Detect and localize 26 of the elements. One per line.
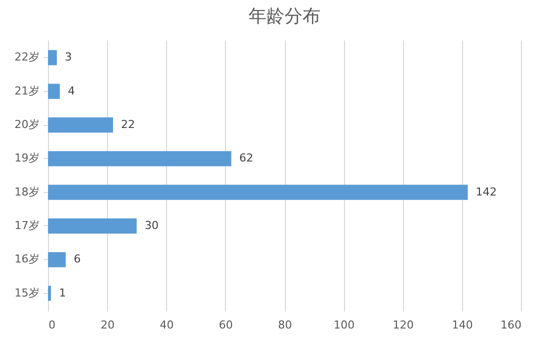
y-tick-label: 17岁 — [14, 218, 40, 232]
chart-title: 年龄分布 — [248, 6, 320, 27]
y-tick-label: 20岁 — [14, 118, 40, 132]
y-tick-label: 15岁 — [14, 286, 40, 300]
data-label: 4 — [68, 84, 75, 98]
data-label: 142 — [476, 185, 497, 198]
y-tick-label: 18岁 — [14, 185, 40, 198]
x-tick-label: 140 — [452, 318, 473, 332]
x-tick-label: 60 — [218, 318, 233, 332]
data-label: 62 — [239, 152, 254, 165]
x-tick-label: 120 — [392, 318, 414, 332]
y-tick-label: 16岁 — [14, 252, 40, 266]
y-tick-label: 19岁 — [14, 152, 40, 165]
x-tick-label: 20 — [100, 318, 115, 332]
data-label: 1 — [58, 286, 66, 300]
data-label: 22 — [121, 118, 136, 132]
x-tick-label: 80 — [278, 318, 292, 332]
y-tick-label: 21岁 — [14, 84, 40, 98]
data-label: 6 — [74, 252, 81, 266]
x-tick-label: 40 — [160, 318, 174, 332]
data-label: 3 — [64, 50, 72, 64]
x-tick-label: 100 — [334, 318, 355, 332]
x-tick-label: 0 — [48, 318, 56, 332]
x-tick-label: 160 — [500, 318, 522, 332]
y-tick-label: 22岁 — [14, 50, 40, 64]
data-label: 30 — [144, 218, 159, 232]
